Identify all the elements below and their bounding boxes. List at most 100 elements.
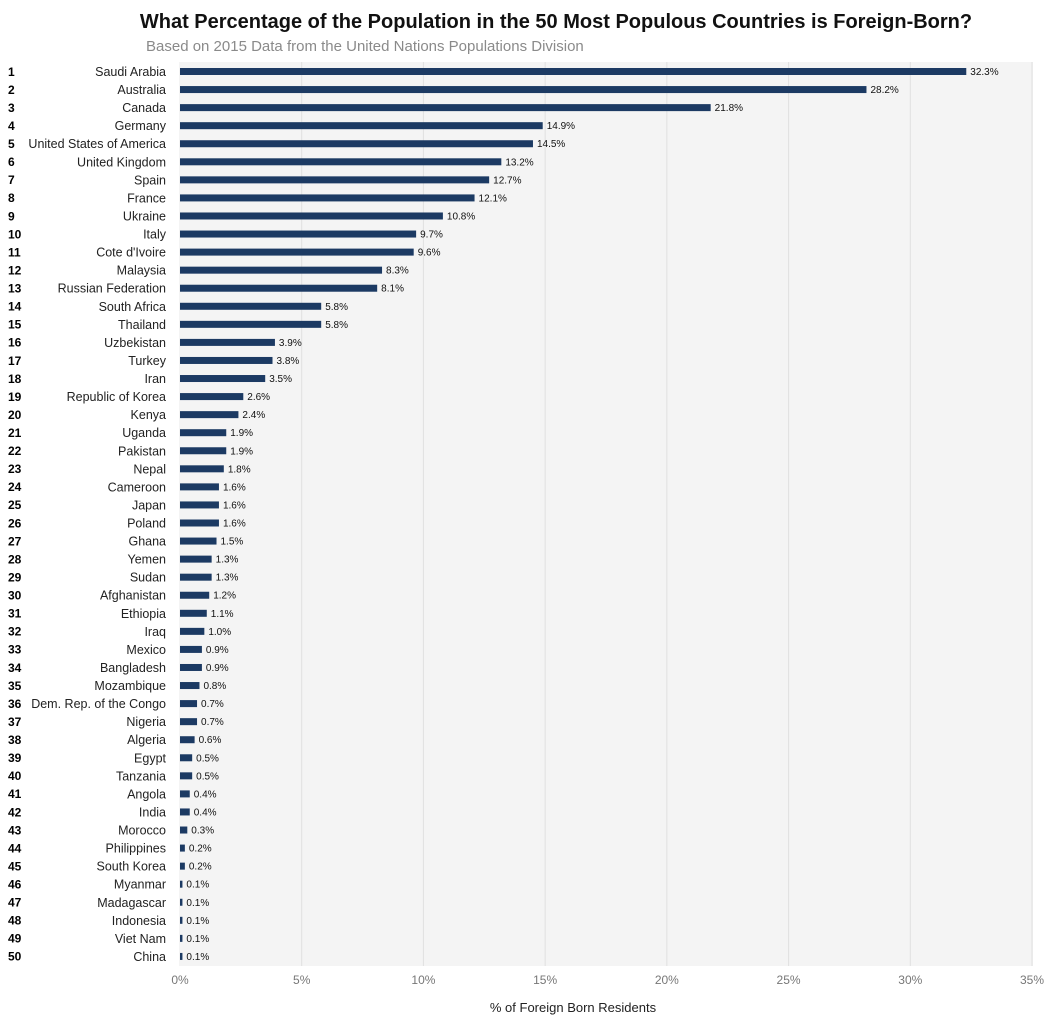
category-label: Italy	[143, 228, 167, 242]
data-label: 0.1%	[186, 916, 209, 927]
rank-label: 31	[8, 607, 22, 621]
data-label: 0.9%	[206, 663, 229, 674]
data-label: 3.8%	[277, 356, 300, 367]
bar	[180, 844, 185, 852]
rank-label: 21	[8, 426, 22, 440]
bar	[180, 537, 217, 545]
bar	[180, 411, 239, 419]
bar	[180, 429, 227, 437]
rank-label: 47	[8, 896, 22, 910]
rank-label: 17	[8, 354, 22, 368]
data-label: 3.5%	[269, 374, 292, 385]
data-label: 21.8%	[715, 103, 743, 114]
rank-label: 7	[8, 173, 15, 187]
bar	[180, 284, 378, 292]
category-label: Yemen	[128, 553, 167, 567]
data-label: 14.9%	[547, 121, 575, 132]
bar	[180, 176, 490, 184]
data-label: 12.1%	[479, 193, 507, 204]
data-label: 0.2%	[189, 844, 212, 855]
data-label: 1.3%	[216, 573, 239, 584]
x-tick-label: 25%	[777, 973, 801, 987]
x-tick-label: 35%	[1020, 973, 1044, 987]
bar	[180, 248, 414, 256]
category-label: Mozambique	[94, 679, 166, 693]
bar	[180, 754, 193, 762]
rank-label: 22	[8, 444, 22, 458]
rank-label: 4	[8, 119, 15, 133]
category-label: Iraq	[144, 625, 166, 639]
bar	[180, 158, 502, 166]
category-label: Dem. Rep. of the Congo	[31, 697, 166, 711]
data-label: 0.7%	[201, 699, 224, 710]
data-label: 0.6%	[199, 735, 222, 746]
rank-label: 46	[8, 878, 22, 892]
rank-label: 10	[8, 227, 22, 241]
bar	[180, 447, 227, 455]
rank-label: 18	[8, 372, 22, 386]
data-label: 2.6%	[247, 392, 270, 403]
data-label: 1.2%	[213, 591, 236, 602]
rank-label: 9	[8, 209, 15, 223]
bar	[180, 736, 195, 744]
data-label: 32.3%	[970, 67, 998, 78]
x-tick-label: 15%	[533, 973, 557, 987]
bar	[180, 808, 190, 816]
category-label: South Korea	[97, 860, 167, 874]
rank-label: 30	[8, 589, 22, 603]
rank-label: 3	[8, 101, 15, 115]
bar	[180, 862, 185, 870]
bar	[180, 898, 183, 906]
data-label: 13.2%	[505, 157, 533, 168]
rank-label: 50	[8, 950, 22, 964]
data-label: 0.4%	[194, 789, 217, 800]
category-label: Sudan	[130, 571, 166, 585]
rank-label: 45	[8, 859, 22, 873]
bar	[180, 609, 207, 617]
bar	[180, 591, 210, 599]
rank-label: 2	[8, 83, 15, 97]
rank-label: 37	[8, 715, 22, 729]
rank-label: 12	[8, 263, 22, 277]
category-label: Angola	[127, 787, 166, 801]
category-label: Russian Federation	[58, 282, 166, 296]
chart-subtitle: Based on 2015 Data from the United Natio…	[146, 38, 584, 55]
bar	[180, 320, 322, 328]
category-label: United States of America	[28, 137, 166, 151]
bar	[180, 700, 198, 708]
rank-label: 5	[8, 137, 15, 151]
category-label: Afghanistan	[100, 589, 166, 603]
data-label: 10.8%	[447, 211, 475, 222]
bar	[180, 122, 543, 130]
bar	[180, 627, 205, 635]
bar	[180, 573, 212, 581]
data-label: 28.2%	[870, 85, 898, 96]
category-label: Iran	[144, 372, 166, 386]
rank-label: 24	[8, 480, 22, 494]
data-label: 9.6%	[418, 248, 441, 259]
data-label: 0.3%	[191, 826, 214, 837]
x-tick-label: 5%	[293, 973, 311, 987]
category-label: Tanzania	[116, 769, 166, 783]
category-label: Canada	[122, 101, 166, 115]
rank-label: 40	[8, 769, 22, 783]
x-axis-ticks: 0% 5% 10% 15% 20% 25% 30% 35%	[171, 973, 1044, 987]
category-label: Australia	[117, 83, 166, 97]
data-label: 12.7%	[493, 175, 521, 186]
data-label: 0.5%	[196, 753, 219, 764]
category-label: Republic of Korea	[67, 390, 166, 404]
category-label: Cameroon	[108, 480, 166, 494]
category-label: Uzbekistan	[104, 336, 166, 350]
rank-label: 28	[8, 552, 22, 566]
rank-label: 44	[8, 841, 22, 855]
category-label: Bangladesh	[100, 661, 166, 675]
bar	[180, 555, 212, 563]
bar	[180, 356, 273, 364]
rank-label: 1	[8, 65, 15, 79]
data-label: 2.4%	[242, 410, 265, 421]
bar	[180, 266, 383, 274]
data-label: 8.1%	[381, 284, 404, 295]
data-label: 1.5%	[221, 537, 244, 548]
x-tick-label: 0%	[171, 973, 189, 987]
